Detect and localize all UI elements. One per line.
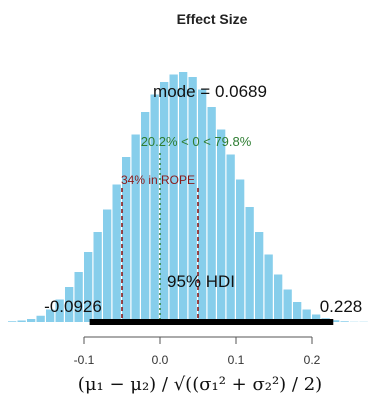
hdi-low-label: -0.0926 xyxy=(44,297,102,316)
histogram-bar xyxy=(274,274,283,322)
hdi-label: 95% HDI xyxy=(167,272,235,291)
histogram-bar xyxy=(65,287,74,322)
histogram-bar xyxy=(207,107,216,322)
histogram-bar xyxy=(245,207,254,322)
histogram-bar xyxy=(8,321,17,322)
histogram-bar xyxy=(302,309,311,322)
histogram-bar xyxy=(340,321,349,322)
histogram-bar xyxy=(122,157,131,322)
x-tick-label: 0.1 xyxy=(228,353,245,367)
histogram-bar xyxy=(17,320,26,322)
comparison-label: 20.2% < 0 < 79.8% xyxy=(141,134,252,149)
histogram-bar xyxy=(131,134,140,322)
rope-label: 34% in ROPE xyxy=(121,173,195,187)
histogram-bar xyxy=(93,232,102,322)
histogram-bar xyxy=(160,82,169,322)
mode-label: mode = 0.0689 xyxy=(153,82,267,101)
histogram-bar xyxy=(27,319,36,322)
x-axis: -0.1 0.0 0.1 0.2 xyxy=(74,336,321,367)
hdi-high-label: 0.228 xyxy=(320,297,363,316)
histogram-bar xyxy=(55,299,64,322)
chart-title: Effect Size xyxy=(177,11,248,27)
histogram-bar xyxy=(169,74,178,322)
histogram-bar xyxy=(179,72,188,322)
histogram-bar xyxy=(255,232,264,322)
histogram-bar xyxy=(331,320,340,322)
histogram-bar xyxy=(112,184,121,322)
histogram-bar xyxy=(264,254,273,322)
histogram-bar xyxy=(236,179,245,322)
histogram-bar xyxy=(103,209,112,322)
histogram-bar xyxy=(141,112,150,322)
histogram-bar xyxy=(293,302,302,322)
histogram-bar xyxy=(226,154,235,322)
histogram-bar xyxy=(312,314,321,322)
x-tick-label: -0.1 xyxy=(74,353,95,367)
x-tick-label: 0.0 xyxy=(152,353,169,367)
histogram-bar xyxy=(198,89,207,322)
histogram-bar xyxy=(283,289,292,322)
histogram-bar xyxy=(150,94,159,322)
histogram-bar xyxy=(188,77,197,322)
histogram-bar xyxy=(84,252,93,322)
x-axis-label: (μ₁ − μ₂) / √((σ₁² + σ₂²) / 2) xyxy=(78,374,322,395)
histogram-bar xyxy=(217,129,226,322)
histogram-bar xyxy=(36,315,45,322)
histogram-bar xyxy=(46,309,55,322)
x-tick-label: 0.2 xyxy=(304,353,321,367)
histogram-bar xyxy=(74,272,83,322)
